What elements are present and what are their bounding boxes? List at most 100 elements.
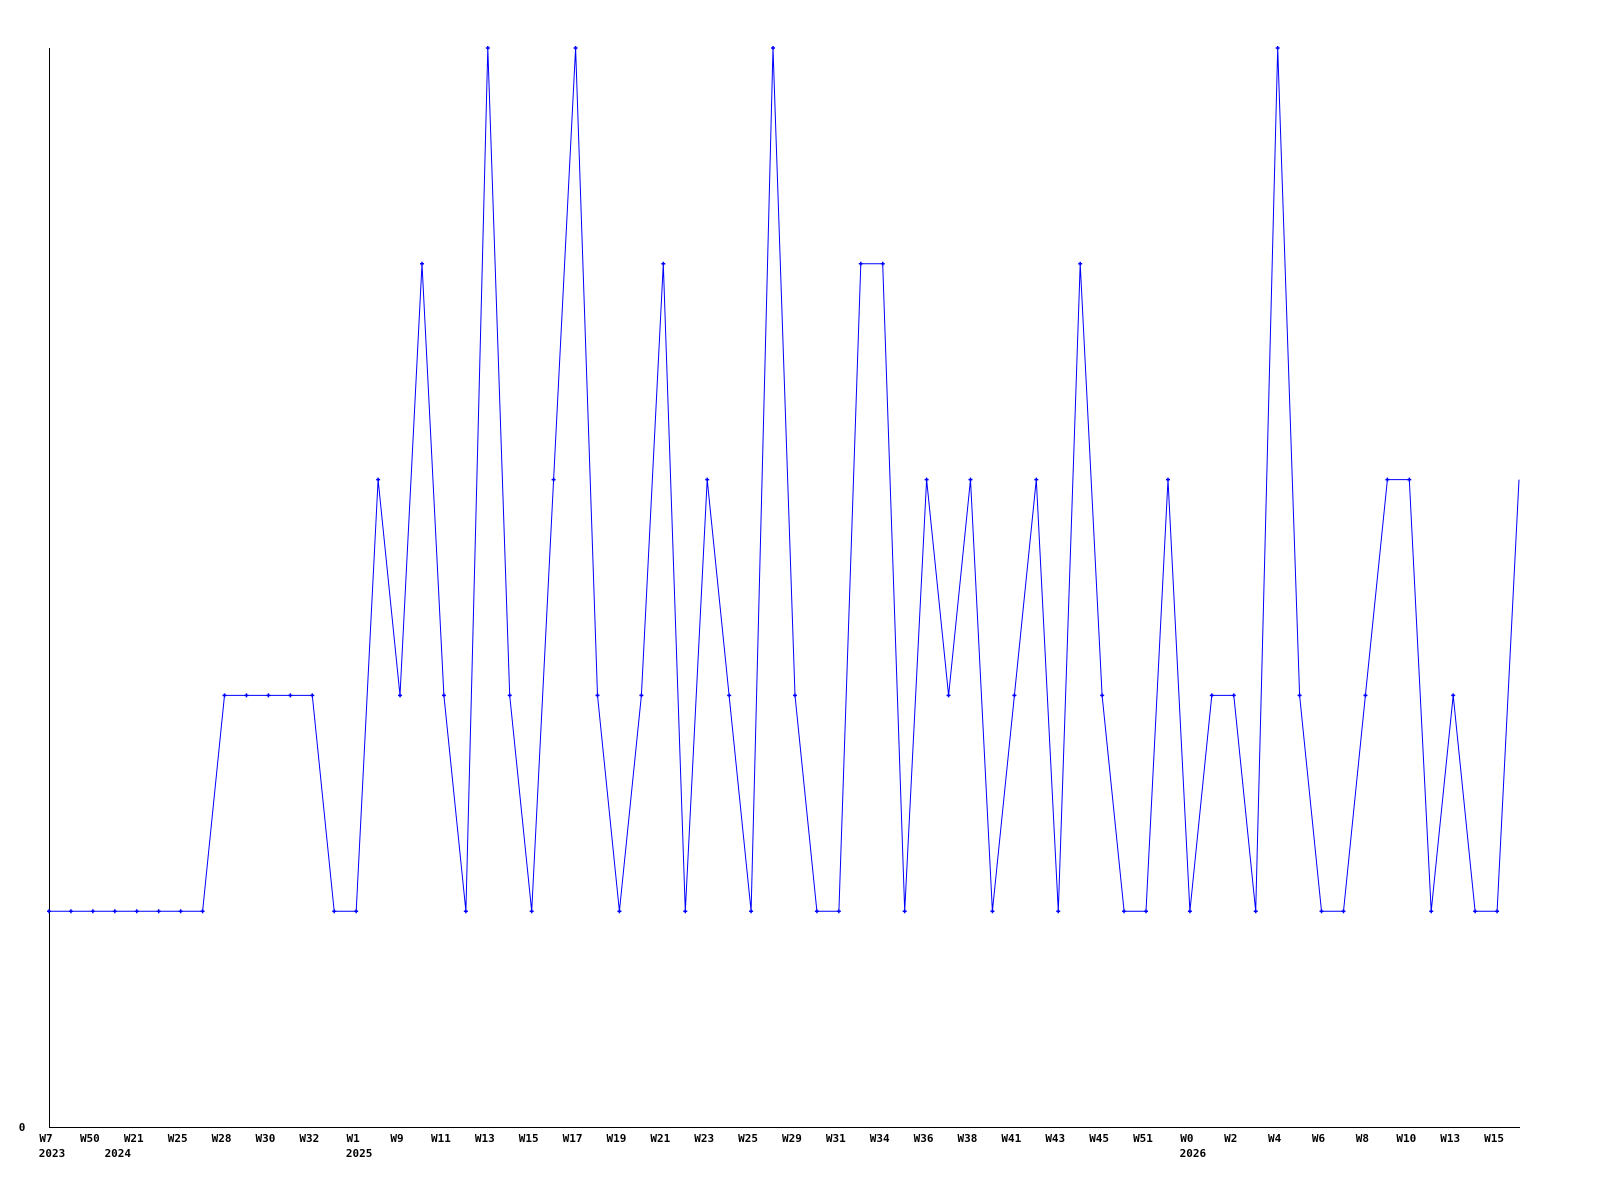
data-point [222,693,227,698]
data-point [946,693,951,698]
series-line [49,47,1520,912]
data-point [990,909,995,914]
y-tick-label: 0 [19,1121,26,1134]
x-tick-label: W38 [958,1132,978,1145]
data-point [156,909,161,914]
data-point [639,693,644,698]
data-point [266,693,271,698]
data-point [924,477,929,482]
x-tick-label: W45 [1089,1132,1109,1145]
x-tick-label: W30 [255,1132,275,1145]
data-point [90,909,95,914]
data-point [661,261,666,266]
data-point [814,909,819,914]
x-tick-label: W7 [39,1132,52,1145]
x-tick-label: W23 [694,1132,714,1145]
x-tick-label: W15 [519,1132,539,1145]
data-point [354,909,359,914]
x-tick-label: W34 [870,1132,890,1145]
data-point [1385,477,1390,482]
x-tick-label: W10 [1396,1132,1416,1145]
data-point [529,909,534,914]
x-tick-label: W2 [1224,1132,1237,1145]
data-point [836,909,841,914]
data-point [1187,909,1192,914]
data-point [376,477,381,482]
data-point [727,693,732,698]
data-point [244,693,249,698]
data-point [1341,909,1346,914]
data-point [1451,693,1456,698]
data-point [310,693,315,698]
x-tick-label: W9 [390,1132,403,1145]
data-point [1144,909,1149,914]
data-point [47,909,51,914]
data-point [1231,693,1236,698]
data-point [112,909,117,914]
data-point [1100,693,1105,698]
data-point [595,693,600,698]
x-tick-label: W19 [607,1132,627,1145]
data-point [332,909,337,914]
data-point [1363,693,1368,698]
x-tick-label: W4 [1268,1132,1282,1145]
x-tick-label: W31 [826,1132,846,1145]
year-label: 2023 [39,1147,66,1160]
x-tick-label: W11 [431,1132,451,1145]
x-tick-label: W15 [1484,1132,1504,1145]
x-tick-label: W51 [1133,1132,1153,1145]
data-point [1297,693,1302,698]
data-point [507,693,512,698]
data-point [1407,477,1412,482]
data-point [902,909,907,914]
data-point [749,909,754,914]
x-tick-label: W21 [124,1132,144,1145]
data-point [1473,909,1478,914]
x-tick-label: W25 [738,1132,758,1145]
x-tick-label: W28 [212,1132,232,1145]
data-point [573,46,578,50]
data-point [200,909,205,914]
year-label: 2025 [346,1147,373,1160]
data-point [398,693,403,698]
x-tick-label: W32 [299,1132,319,1145]
x-tick-label: W13 [475,1132,495,1145]
data-point [178,909,183,914]
data-point [771,46,776,50]
x-tick-label: W25 [168,1132,188,1145]
year-label: 2024 [105,1147,132,1160]
x-tick-label: W1 [347,1132,361,1145]
data-point [485,46,490,50]
data-point [1319,909,1324,914]
data-point [792,693,797,698]
data-point [880,261,885,266]
x-tick-label: W29 [782,1132,802,1145]
data-point [1253,909,1258,914]
year-label: 2026 [1180,1147,1207,1160]
data-point [858,261,863,266]
data-point [1209,693,1214,698]
data-point [1429,909,1434,914]
data-point [1495,909,1500,914]
data-point [68,909,73,914]
data-point [1078,261,1083,266]
x-tick-label: W6 [1312,1132,1326,1145]
x-tick-label: W43 [1045,1132,1065,1145]
data-point [683,909,688,914]
data-point [617,909,622,914]
x-tick-label: W17 [563,1132,583,1145]
data-point [1056,909,1061,914]
data-point [1275,46,1280,50]
data-point [441,693,446,698]
x-tick-label: W21 [650,1132,670,1145]
data-point [419,261,424,266]
data-point [463,909,468,914]
data-point [968,477,973,482]
data-point [288,693,293,698]
data-point [551,477,556,482]
x-tick-label: W36 [914,1132,934,1145]
x-tick-label: W13 [1440,1132,1460,1145]
data-point [1122,909,1127,914]
x-tick-label: W8 [1356,1132,1369,1145]
